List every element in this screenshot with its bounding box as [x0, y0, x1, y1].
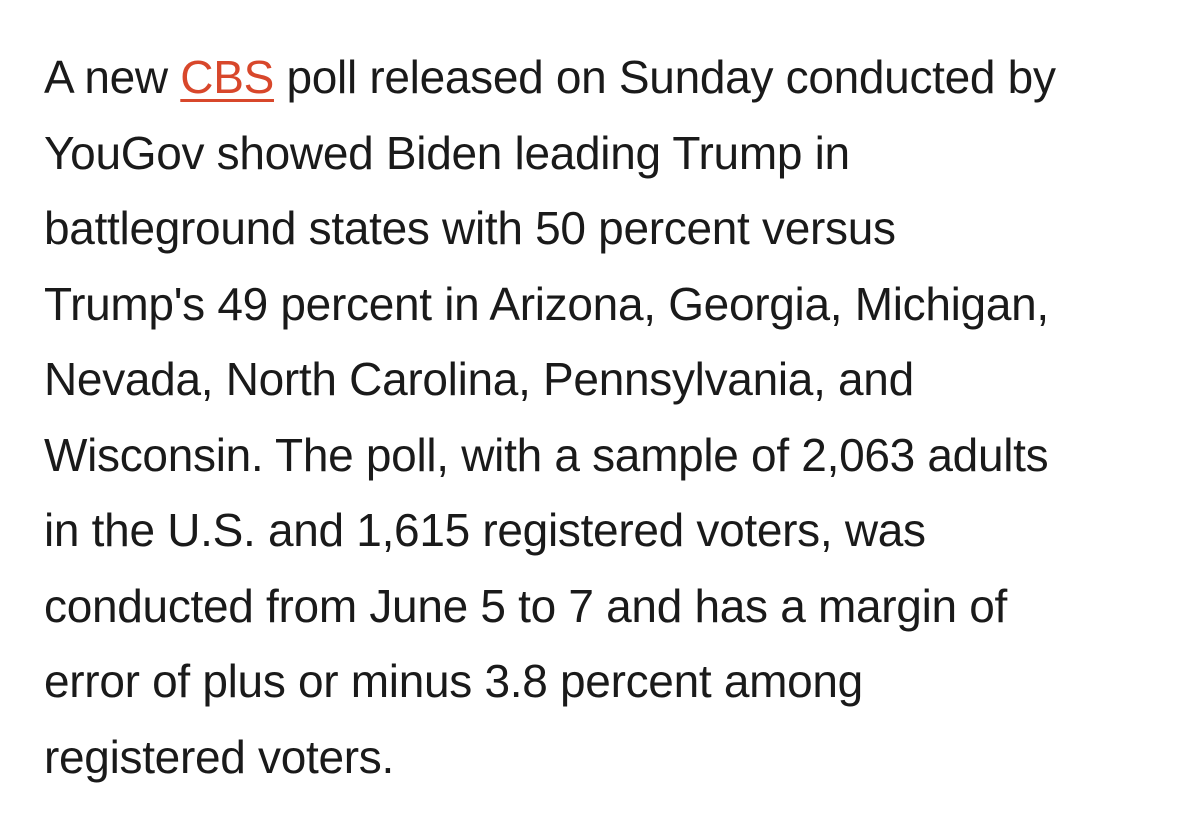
paragraph-line-1: A new CBS poll released on Sunday conduc…	[44, 40, 1174, 116]
article-paragraph: A new CBS poll released on Sunday conduc…	[44, 40, 1174, 795]
cbs-link[interactable]: CBS	[180, 51, 274, 103]
paragraph-line-6: Wisconsin. The poll, with a sample of 2,…	[44, 428, 1049, 481]
article-body: A new CBS poll released on Sunday conduc…	[44, 40, 1174, 795]
paragraph-line-9: error of plus or minus 3.8 percent among	[44, 655, 863, 707]
line-1-trail-text: poll released on Sunday conducted by	[273, 51, 1056, 103]
paragraph-line-4: Trump's 49 percent in Arizona, Georgia, …	[44, 277, 1049, 330]
paragraph-line-5: Nevada, North Carolina, Pennsylvania, an…	[44, 353, 914, 405]
paragraph-line-7: in the U.S. and 1,615 registered voters,…	[44, 504, 926, 556]
line-1-lead-text: A new	[44, 51, 181, 103]
paragraph-line-2: YouGov showed Biden leading Trump in	[44, 126, 850, 179]
paragraph-line-3: battleground states with 50 percent vers…	[44, 202, 896, 254]
paragraph-line-8: conducted from June 5 to 7 and has a mar…	[44, 579, 1008, 632]
paragraph-line-10: registered voters.	[44, 730, 394, 783]
